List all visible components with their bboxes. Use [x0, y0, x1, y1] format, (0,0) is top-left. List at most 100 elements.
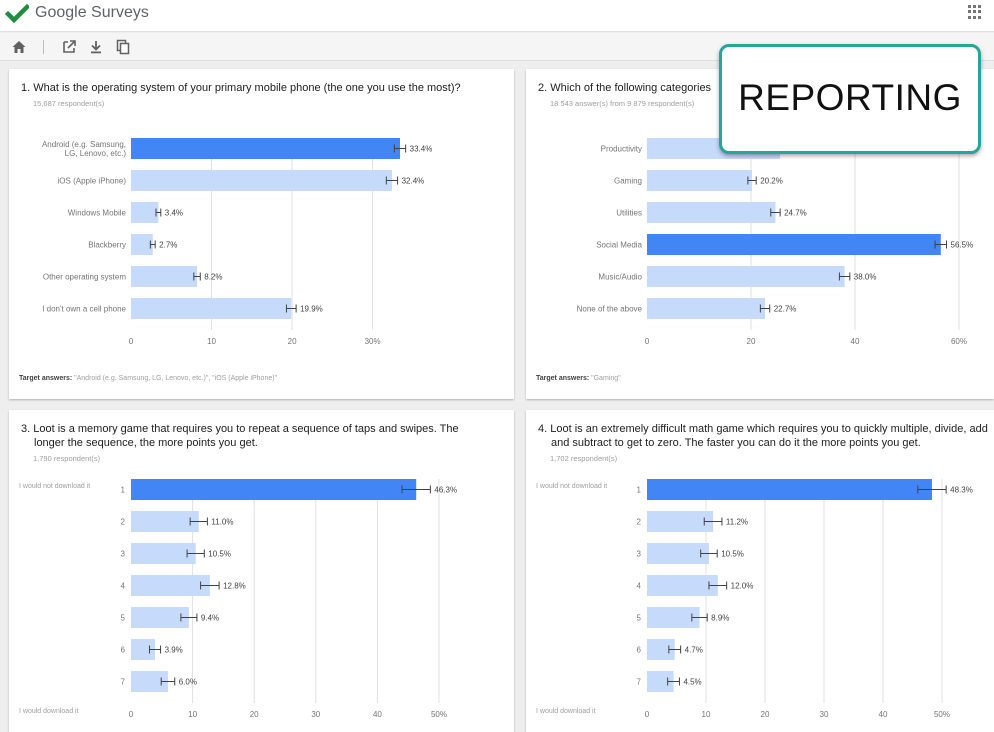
bar[interactable]	[131, 639, 156, 660]
target-answers: Target answers: "Android (e.g. Samsung, …	[19, 375, 277, 382]
target-answers-label: Target answers:	[536, 375, 590, 382]
bar[interactable]	[647, 202, 776, 223]
check-logo-icon[interactable]	[5, 2, 29, 26]
category-label: Gaming	[614, 177, 642, 186]
x-tick-label: 20	[288, 337, 297, 346]
value-label: 6.0%	[179, 678, 197, 687]
bar[interactable]	[647, 234, 941, 255]
bar[interactable]	[647, 511, 714, 532]
x-tick-label: 60%	[951, 337, 967, 346]
category-label: Other operating system	[43, 273, 126, 282]
bar[interactable]	[131, 298, 292, 319]
respondent-count: 1,702 respondent(s)	[550, 454, 618, 463]
value-label: 4.7%	[685, 646, 703, 655]
value-label: 48.3%	[950, 486, 973, 495]
download-icon[interactable]	[88, 39, 104, 55]
bar[interactable]	[647, 543, 709, 564]
results-bar-chart: 0 10 20 30% 33.4% Android (e.g. Samsung,LG, L…	[42, 138, 432, 346]
category-label: 3	[121, 550, 126, 559]
value-label: 11.0%	[211, 518, 233, 527]
question-title-line-2: longer the sequence, the more points you…	[34, 437, 258, 449]
x-tick-label: 40	[879, 710, 888, 719]
category-label: 6	[637, 646, 642, 655]
value-label: 4.5%	[683, 678, 701, 687]
question-card-1: 1. What is the operating system of your …	[9, 69, 514, 399]
value-label: 12.8%	[223, 582, 246, 591]
question-title-line-1: Loot is an extremely difficult math game…	[550, 423, 988, 435]
bar[interactable]	[131, 543, 196, 564]
category-label: Social Media	[596, 241, 642, 250]
x-tick-label: 10	[702, 710, 711, 719]
x-tick-label: 40	[373, 710, 382, 719]
copy-icon[interactable]	[115, 39, 131, 55]
bar[interactable]	[647, 575, 718, 596]
value-label: 56.5%	[951, 241, 974, 250]
category-label: 4	[121, 582, 126, 591]
bar[interactable]	[131, 575, 210, 596]
bar[interactable]	[647, 671, 674, 692]
question-title: 4. Loot is an extremely difficult math g…	[538, 422, 994, 450]
respondent-count: 18 543 answer(s) from 9 879 respondent(s…	[550, 99, 695, 108]
x-tick-label: 20	[761, 710, 770, 719]
bar[interactable]	[131, 511, 199, 532]
category-label: 1	[121, 486, 126, 495]
value-label: 20.2%	[760, 177, 783, 186]
category-label: None of the above	[577, 305, 643, 314]
bar[interactable]	[647, 479, 932, 500]
x-tick-label: 0	[645, 710, 650, 719]
apps-grid-icon[interactable]	[968, 5, 982, 19]
home-icon[interactable]	[11, 39, 27, 55]
bar[interactable]	[647, 170, 753, 191]
question-title-line-1: Loot is a memory game that requires you …	[33, 423, 459, 435]
category-label: 2	[637, 518, 642, 527]
bar[interactable]	[131, 138, 401, 159]
scale-label-low: I would not download it	[536, 483, 607, 490]
bar[interactable]	[131, 607, 189, 628]
bar[interactable]	[647, 298, 766, 319]
x-tick-label: 30	[820, 710, 829, 719]
category-label: Android (e.g. Samsung,	[42, 140, 126, 149]
category-label: 6	[121, 646, 126, 655]
bar[interactable]	[131, 170, 392, 191]
category-label: 1	[637, 486, 642, 495]
x-tick-label: 50%	[431, 710, 447, 719]
category-label: LG, Lenovo, etc.)	[65, 149, 127, 158]
question-title-line-1: What is the operating system of your pri…	[33, 82, 461, 94]
results-bar-chart: 0 10 20 30 40 50% 48.3% 1 11.2% 2 10.5% 3 12.0% 4 8.9%…	[536, 479, 973, 719]
category-label: Blackberry	[88, 241, 126, 250]
bar[interactable]	[131, 202, 159, 223]
bar[interactable]	[131, 671, 168, 692]
scale-label-high: I would download it	[19, 708, 79, 715]
open-in-new-icon[interactable]	[61, 39, 77, 55]
category-label: 2	[121, 518, 126, 527]
value-label: 38.0%	[854, 273, 877, 282]
respondent-count: 15,687 respondent(s)	[33, 99, 105, 108]
x-tick-label: 40	[851, 337, 860, 346]
target-answers-value: "Gaming"	[591, 375, 621, 382]
bar[interactable]	[131, 479, 417, 500]
value-label: 10.5%	[721, 550, 744, 559]
value-label: 8.2%	[204, 273, 222, 282]
results-bar-chart: 0 20 40 60% Productivity 20.2% Gaming 24.7% Util…	[577, 138, 974, 346]
question-title: 1. What is the operating system of your …	[21, 81, 501, 95]
value-label: 9.4%	[201, 614, 219, 623]
category-label: Music/Audio	[598, 273, 642, 282]
bar[interactable]	[647, 266, 845, 287]
bar[interactable]	[647, 607, 700, 628]
question-number: 2.	[538, 82, 548, 94]
question-card-3: 3. Loot is a memory game that requires y…	[9, 410, 514, 732]
target-answers-value: "Android (e.g. Samsung, LG, Lenovo, etc.…	[74, 375, 278, 382]
value-label: 32.4%	[402, 177, 425, 186]
app-title[interactable]: Google Surveys	[35, 4, 149, 21]
toolbar-divider	[43, 40, 44, 54]
bar[interactable]	[131, 234, 153, 255]
respondent-count: 1,790 respondent(s)	[33, 454, 101, 463]
bar[interactable]	[131, 266, 198, 287]
category-label: I don't own a cell phone	[42, 305, 126, 314]
value-label: 46.3%	[434, 486, 457, 495]
reporting-callout: REPORTING	[719, 44, 981, 154]
value-label: 8.9%	[711, 614, 729, 623]
category-label: 5	[121, 614, 126, 623]
category-label: 7	[637, 678, 642, 687]
bar[interactable]	[647, 639, 675, 660]
